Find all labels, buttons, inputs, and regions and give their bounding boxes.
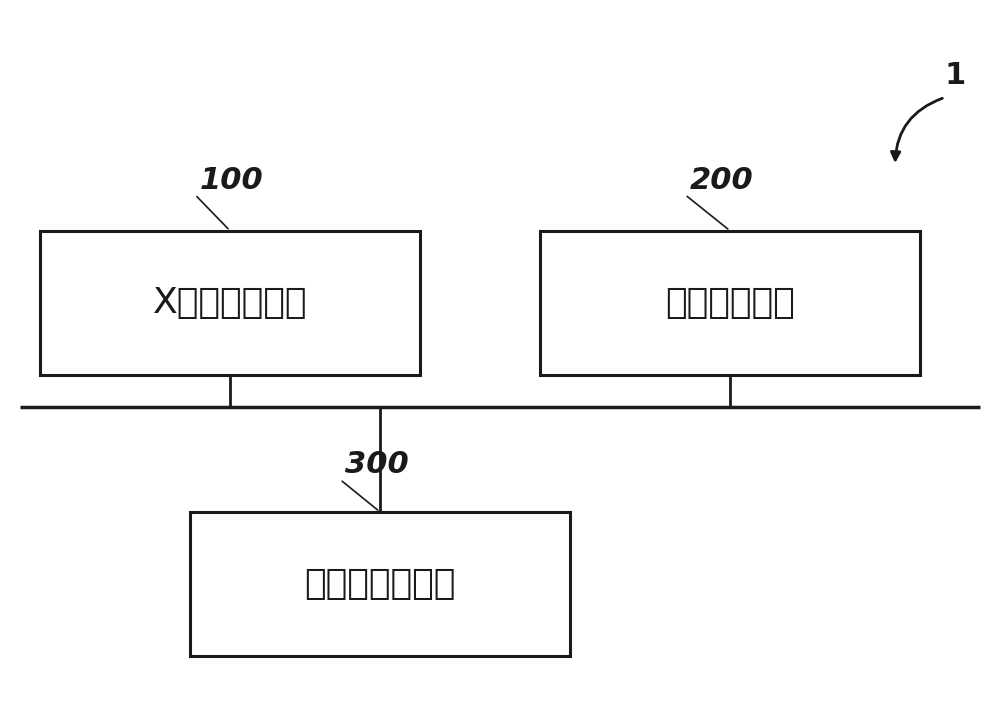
Text: X射线诊断装置: X射线诊断装置 [153,286,307,320]
Text: 100: 100 [200,166,264,195]
Text: 超声波诊断装置: 超声波诊断装置 [304,567,456,601]
Text: 1: 1 [944,61,966,90]
Bar [40,231,420,375]
Text: 200: 200 [690,166,754,195]
Bar [540,231,920,375]
Text: 300: 300 [345,451,409,479]
Text: 图像保管装置: 图像保管装置 [665,286,795,320]
Bar [190,512,570,656]
